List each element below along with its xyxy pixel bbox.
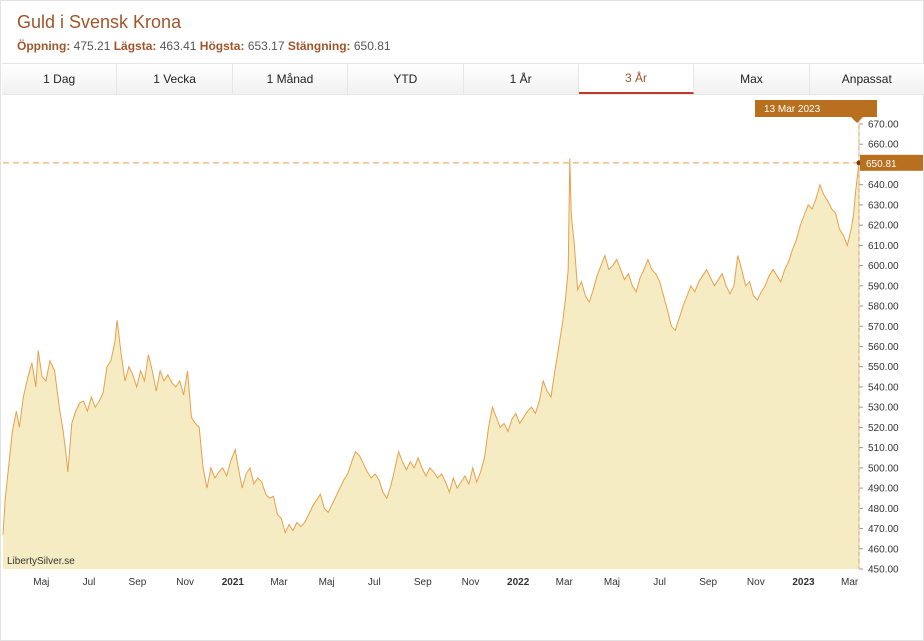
y-tick-label: 470.00 <box>868 524 899 535</box>
y-tick-label: 610.00 <box>868 241 899 252</box>
y-tick-label: 490.00 <box>868 484 899 495</box>
close-value: 650.81 <box>353 39 391 53</box>
y-tick-label: 590.00 <box>868 281 899 292</box>
x-tick-label: Maj <box>319 577 335 588</box>
x-tick-label: Mar <box>270 577 288 588</box>
x-tick-label: Mar <box>556 577 574 588</box>
y-tick-label: 530.00 <box>868 403 899 414</box>
x-tick-label: Nov <box>176 577 194 588</box>
y-tick-label: 600.00 <box>868 261 899 272</box>
value-badge <box>860 154 923 171</box>
x-tick-label: Sep <box>414 577 432 588</box>
open-value: 475.21 <box>73 39 111 53</box>
y-tick-label: 570.00 <box>868 322 899 333</box>
date-flag <box>755 100 877 123</box>
x-tick-label: Nov <box>747 577 765 588</box>
y-tick-label: 450.00 <box>868 565 899 576</box>
page-title: Guld i Svensk Krona <box>17 12 182 32</box>
y-tick-label: 620.00 <box>868 221 899 232</box>
y-tick-label: 630.00 <box>868 200 899 211</box>
y-tick-label: 460.00 <box>868 544 899 555</box>
tab-1-month[interactable]: 1 Månad <box>233 64 349 94</box>
price-line <box>2 158 860 535</box>
y-tick-label: 560.00 <box>868 342 899 353</box>
tab-1-day[interactable]: 1 Dag <box>2 64 118 94</box>
x-tick-label: Sep <box>699 577 717 588</box>
tab-ytd[interactable]: YTD <box>348 64 464 94</box>
high-label: Högsta: <box>199 39 245 53</box>
high-value: 653.17 <box>247 39 285 53</box>
watermark-text: LibertySilver.se <box>7 556 75 567</box>
x-tick-label: 2022 <box>507 577 530 588</box>
x-tick-label: Mar <box>841 577 859 588</box>
range-tabs: 1 Dag 1 Vecka 1 Månad YTD 1 År 3 År Max … <box>2 63 924 95</box>
tab-1-week[interactable]: 1 Vecka <box>117 64 233 94</box>
date-flag-label: 13 Mar 2023 <box>764 104 821 115</box>
y-tick-label: 670.00 <box>868 120 899 131</box>
y-tick-label: 480.00 <box>868 504 899 515</box>
x-tick-label: Jul <box>653 577 666 588</box>
low-label: Lägsta: <box>113 39 157 53</box>
value-badge-label: 650.81 <box>866 159 897 170</box>
y-tick-label: 640.00 <box>868 180 899 191</box>
low-value: 463.41 <box>159 39 197 53</box>
x-tick-label: 2023 <box>792 577 815 588</box>
x-tick-label: Jul <box>83 577 96 588</box>
x-tick-label: Sep <box>129 577 147 588</box>
x-tick-label: Maj <box>33 577 49 588</box>
x-tick-label: 2021 <box>222 577 245 588</box>
close-label: Stängning: <box>287 39 351 53</box>
tab-1-year[interactable]: 1 År <box>464 64 579 94</box>
y-tick-label: 540.00 <box>868 382 899 393</box>
x-tick-label: Jul <box>368 577 381 588</box>
price-chart[interactable]: 450.00 460.00 470.00 480.00 490.00 500.00 510.… <box>1 93 923 639</box>
y-tick-label: 520.00 <box>868 423 899 434</box>
open-label: Öppning: <box>17 39 71 53</box>
ohlc-stats: Öppning: 475.21 Lägsta: 463.41 Högsta: 6… <box>17 39 391 53</box>
tab-custom[interactable]: Anpassat <box>841 72 892 86</box>
tab-3-years[interactable]: 3 År <box>578 64 695 94</box>
y-tick-label: 660.00 <box>868 140 899 151</box>
y-tick-label: 510.00 <box>868 443 899 454</box>
x-tick-label: Nov <box>462 577 480 588</box>
y-tick-label: 500.00 <box>868 463 899 474</box>
y-tick-label: 550.00 <box>868 362 899 373</box>
tab-max[interactable]: Max <box>694 64 810 94</box>
y-tick-label: 580.00 <box>868 302 899 313</box>
x-tick-label: Maj <box>604 577 620 588</box>
price-area <box>3 158 859 569</box>
